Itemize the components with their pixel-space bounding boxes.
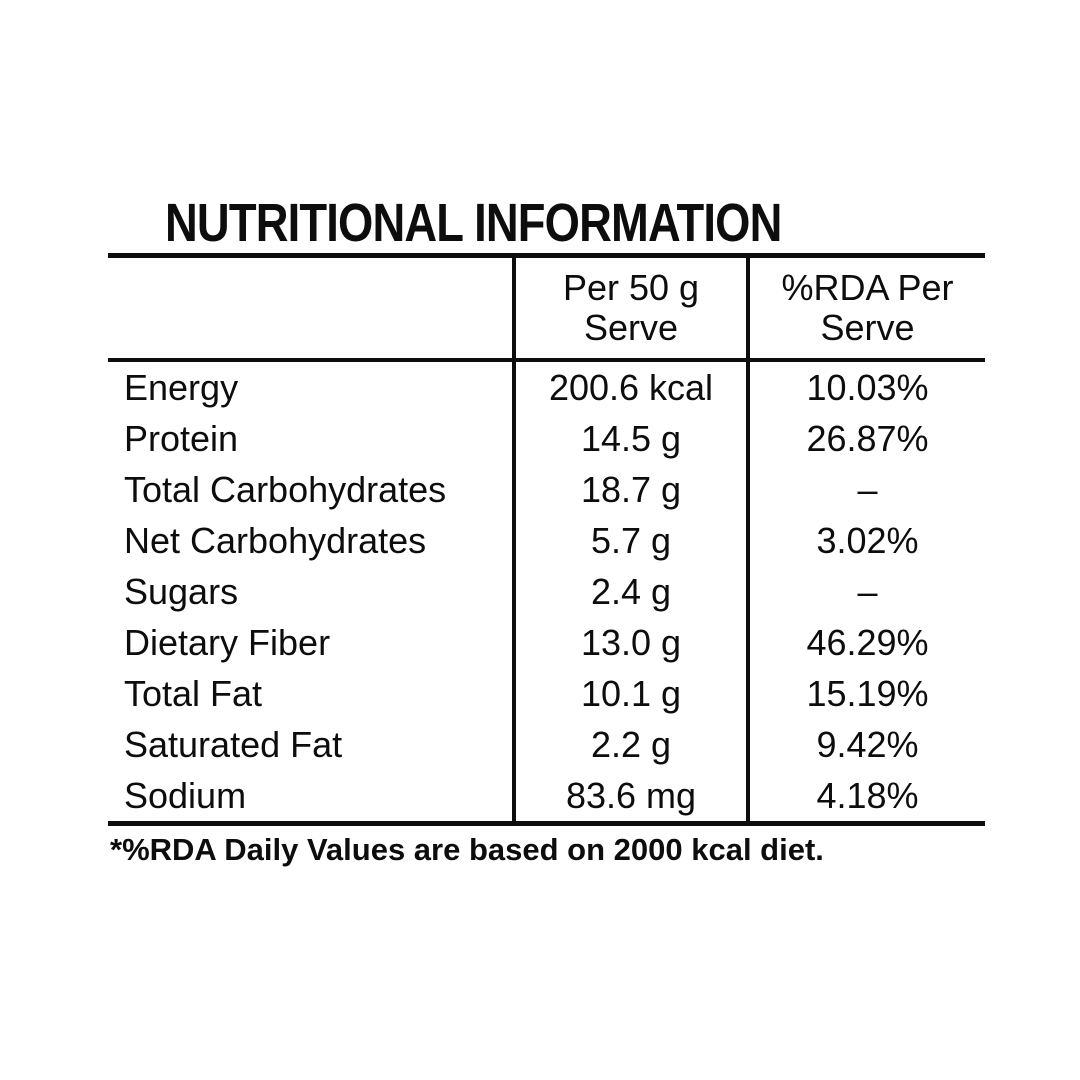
row-rda-value: –: [857, 468, 878, 510]
header-per-serve: Per 50 g Serve: [512, 255, 750, 362]
row-label: Energy: [124, 366, 239, 408]
table-row: Energy 200.6 kcal 10.03%: [108, 360, 985, 413]
row-per-serve-value: 2.2 g: [512, 719, 750, 770]
row-label: Net Carbohydrates: [124, 519, 427, 561]
header-blank-cell: [108, 255, 514, 362]
row-per-serve-value: 200.6 kcal: [512, 360, 750, 413]
row-label: Sugars: [124, 570, 239, 612]
row-label: Total Fat: [124, 672, 263, 714]
row-label: Dietary Fiber: [124, 621, 331, 663]
table-row: Sodium 83.6 mg 4.18%: [108, 770, 985, 824]
header-rda: %RDA Per Serve: [748, 255, 985, 362]
row-rda-value: 9.42%: [816, 723, 919, 765]
row-per-serve-value: 2.4 g: [512, 566, 750, 617]
row-per-serve-value: 14.5 g: [512, 413, 750, 464]
table-row: Net Carbohydrates 5.7 g 3.02%: [108, 515, 985, 566]
table-row: Saturated Fat 2.2 g 9.42%: [108, 719, 985, 770]
row-rda-value: 26.87%: [806, 417, 929, 459]
row-rda-value: 10.03%: [806, 366, 929, 408]
row-label: Protein: [124, 417, 239, 459]
panel-title: NUTRITIONAL INFORMATION: [165, 193, 782, 253]
row-label: Saturated Fat: [124, 723, 343, 765]
row-per-serve-value: 18.7 g: [512, 464, 750, 515]
table-row: Total Carbohydrates 18.7 g –: [108, 464, 985, 515]
row-per-serve-value: 5.7 g: [512, 515, 750, 566]
row-rda-value: 4.18%: [816, 774, 919, 816]
rda-footnote: *%RDA Daily Values are based on 2000 kca…: [110, 832, 824, 867]
table-row: Total Fat 10.1 g 15.19%: [108, 668, 985, 719]
table-row: Sugars 2.4 g –: [108, 566, 985, 617]
row-per-serve-value: 13.0 g: [512, 617, 750, 668]
table-row: Protein 14.5 g 26.87%: [108, 413, 985, 464]
row-rda-value: 3.02%: [816, 519, 919, 561]
row-per-serve-value: 83.6 mg: [512, 770, 750, 824]
row-label: Sodium: [124, 774, 247, 816]
nutrition-table: Per 50 g Serve %RDA Per Serve Energy 200…: [108, 253, 985, 826]
row-rda-value: –: [857, 570, 878, 612]
row-rda-value: 15.19%: [806, 672, 929, 714]
row-rda-value: 46.29%: [806, 621, 929, 663]
row-label: Total Carbohydrates: [124, 468, 447, 510]
row-per-serve-value: 10.1 g: [512, 668, 750, 719]
header-row: Per 50 g Serve %RDA Per Serve: [108, 255, 985, 362]
table-row: Dietary Fiber 13.0 g 46.29%: [108, 617, 985, 668]
